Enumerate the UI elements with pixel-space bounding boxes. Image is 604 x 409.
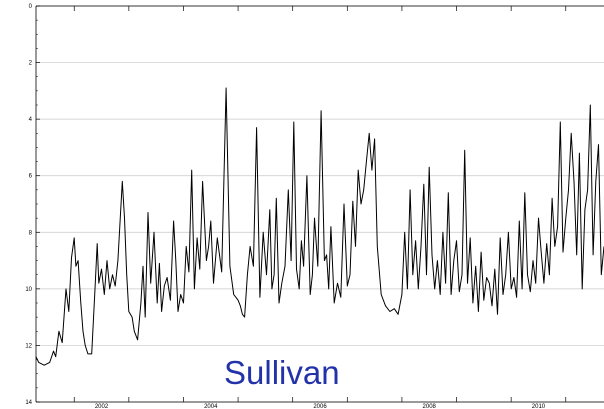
x-tick-label: 2008 xyxy=(423,404,437,409)
y-tick-label: 2 xyxy=(29,61,33,67)
grid-lines xyxy=(36,5,604,403)
y-tick-label: 14 xyxy=(25,400,32,406)
y-tick-label: 4 xyxy=(29,117,33,123)
x-tick-label: 2002 xyxy=(95,404,109,409)
series-layer xyxy=(35,87,604,366)
axes xyxy=(35,5,604,403)
x-tick-label: 2004 xyxy=(204,404,218,409)
y-tick-label: 12 xyxy=(25,343,32,349)
x-tick-label: 2010 xyxy=(532,404,546,409)
sullivan-annotation: Sullivan xyxy=(222,354,342,392)
tick-labels: 0 2 4 6 8 10 12 14 2002 2004 2006 2008 2010 xyxy=(25,4,545,409)
y-tick-label: 6 xyxy=(29,174,33,180)
y-tick-label: 8 xyxy=(29,230,33,236)
x-tick-label: 2006 xyxy=(313,404,327,409)
y-tick-label: 10 xyxy=(25,287,32,293)
series-line xyxy=(35,87,604,366)
y-tick-label: 0 xyxy=(29,4,33,10)
